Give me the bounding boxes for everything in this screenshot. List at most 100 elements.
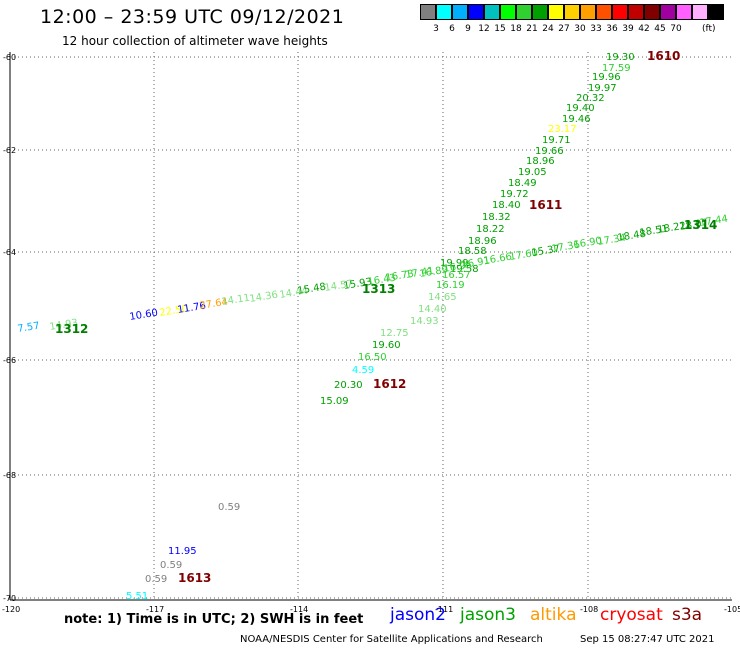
scale-swatch (548, 4, 564, 20)
swh-value: 19.05 (518, 167, 547, 178)
scale-swatch (468, 4, 484, 20)
scale-tick-label: 9 (465, 24, 471, 34)
swh-value: 18.51 (639, 224, 669, 239)
swh-value: 19.99 (440, 258, 469, 269)
swh-value: 20.32 (576, 93, 605, 104)
swh-value: 16.66 (483, 252, 513, 267)
swh-value: 16.89 (419, 265, 449, 280)
scale-swatch (452, 4, 468, 20)
swh-value: 4.59 (352, 365, 374, 376)
lat-label: -64 (3, 248, 16, 257)
swh-value: 19.60 (372, 340, 401, 351)
scale-tick-label: 15 (494, 24, 506, 34)
swh-value: 15.09 (320, 396, 349, 407)
scale-swatch (516, 4, 532, 20)
scale-tick-label: 27 (558, 24, 570, 34)
scale-swatch (564, 4, 580, 20)
swh-value: 14.40 (418, 304, 447, 315)
lat-label: -70 (3, 594, 16, 603)
swh-value: 15.37 (531, 244, 561, 259)
scale-tick-label: 39 (622, 24, 634, 34)
satellite-jason2: jason2 (390, 605, 446, 625)
scale-tick-label: 3 (433, 24, 439, 34)
swh-value: 14.93 (410, 316, 439, 327)
swh-value: 19.96 (592, 72, 621, 83)
swh-value: 23.17 (548, 124, 577, 135)
scale-swatch (628, 4, 644, 20)
swh-value: 19.71 (542, 135, 571, 146)
satellite-altika: altika (530, 605, 577, 625)
scale-tick-label: 42 (638, 24, 650, 34)
swh-value: 16.91 (461, 256, 491, 271)
scale-tick-label: 18 (510, 24, 522, 34)
swh-value: 18.07 (679, 218, 709, 233)
swh-value: 16.50 (358, 352, 387, 363)
satellite-s3a: s3a (672, 605, 703, 625)
scale-swatch (708, 4, 724, 20)
swh-value: 19.30 (606, 52, 635, 63)
scale-tick-label: 30 (574, 24, 586, 34)
track-label-1611: 1611 (529, 198, 562, 212)
scale-swatch (500, 4, 516, 20)
swh-value: 18.40 (492, 200, 521, 211)
track-label-1313: 1313 (362, 282, 395, 296)
swh-value: 11.95 (168, 546, 197, 557)
swh-value: 19.46 (562, 114, 591, 125)
page-title: 12:00 – 23:59 UTC 09/12/2021 (40, 6, 345, 28)
swh-value: 19.72 (500, 189, 529, 200)
scale-tick-label: 21 (526, 24, 538, 34)
swh-value: 18.22 (657, 221, 687, 236)
lon-label: -111 (435, 605, 453, 614)
scale-swatch (692, 4, 708, 20)
swh-value: 18.96 (468, 236, 497, 247)
swh-value: 14.93 (49, 318, 79, 333)
swh-value: 16.57 (442, 270, 471, 281)
swh-value: 0.59 (160, 560, 182, 571)
swh-value: 17.41 (405, 266, 435, 281)
scale-tick-label: 70 (670, 24, 682, 34)
scale-swatch (644, 4, 660, 20)
lon-label: -117 (146, 605, 164, 614)
swh-value: 0.59 (218, 502, 240, 513)
track-label-1312: 1312 (55, 322, 88, 336)
swh-value: 16.43 (367, 273, 397, 288)
scale-swatch (676, 4, 692, 20)
scale-swatch (436, 4, 452, 20)
swh-value: 16.73 (385, 269, 415, 284)
swh-value: 10.60 (129, 308, 159, 323)
swh-value: 14.36 (249, 290, 279, 305)
lon-label: -108 (580, 605, 598, 614)
swh-value: 16.90 (573, 236, 603, 251)
swh-value: 17.59 (602, 63, 631, 74)
scale-swatch (484, 4, 500, 20)
swh-value: 19.66 (535, 146, 564, 157)
lat-label: -60 (3, 53, 16, 62)
swh-value: 19.58 (450, 264, 479, 275)
swh-value: 16.95 (443, 260, 473, 275)
swh-value: 18.58 (458, 246, 487, 257)
scale-tick-label: 12 (478, 24, 490, 34)
swh-value: 14.65 (428, 292, 457, 303)
scale-swatch (596, 4, 612, 20)
satellite-jason3: jason3 (460, 605, 516, 625)
swh-value: 15.93 (343, 277, 373, 292)
swh-value: 18.49 (508, 178, 537, 189)
generated-timestamp: Sep 15 08:27:47 UTC 2021 (580, 634, 715, 645)
lon-label: -105 (724, 605, 740, 614)
swh-value: 19.97 (588, 83, 617, 94)
swh-value: 14.57 (324, 279, 354, 294)
lat-label: -62 (3, 146, 16, 155)
swh-value: 19.40 (566, 103, 595, 114)
swh-value: 15.48 (297, 282, 327, 297)
track-label-1314: 1314 (684, 218, 717, 232)
swh-value: 16.19 (436, 280, 465, 291)
swh-value: 7.57 (17, 321, 41, 335)
scale-tick-label: 36 (606, 24, 618, 34)
swh-value: 17.36 (551, 240, 581, 255)
scale-swatch (580, 4, 596, 20)
track-label-1610: 1610 (647, 49, 680, 63)
page-subtitle: 12 hour collection of altimeter wave hei… (62, 34, 328, 48)
lat-label: -66 (3, 356, 16, 365)
swh-value: 17.34 (597, 233, 627, 248)
